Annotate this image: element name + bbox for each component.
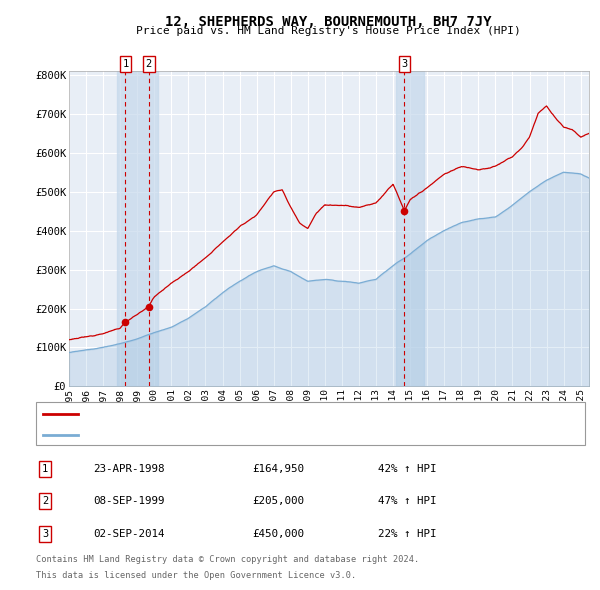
Text: £164,950: £164,950 — [252, 464, 304, 474]
Text: 08-SEP-1999: 08-SEP-1999 — [93, 496, 164, 506]
Text: This data is licensed under the Open Government Licence v3.0.: This data is licensed under the Open Gov… — [36, 571, 356, 580]
Text: 3: 3 — [42, 529, 48, 539]
Text: Price paid vs. HM Land Registry's House Price Index (HPI): Price paid vs. HM Land Registry's House … — [136, 26, 521, 36]
Text: 2: 2 — [146, 59, 152, 69]
Text: 2: 2 — [42, 496, 48, 506]
Text: Contains HM Land Registry data © Crown copyright and database right 2024.: Contains HM Land Registry data © Crown c… — [36, 555, 419, 563]
Text: 23-APR-1998: 23-APR-1998 — [93, 464, 164, 474]
Text: £450,000: £450,000 — [252, 529, 304, 539]
Bar — [397, 71, 424, 386]
Text: 3: 3 — [401, 59, 407, 69]
Text: 42% ↑ HPI: 42% ↑ HPI — [378, 464, 437, 474]
Text: HPI: Average price, detached house, Bournemouth Christchurch and Poole: HPI: Average price, detached house, Bour… — [84, 430, 504, 440]
Text: 12, SHEPHERDS WAY, BOURNEMOUTH, BH7 7JY (detached house): 12, SHEPHERDS WAY, BOURNEMOUTH, BH7 7JY … — [84, 409, 420, 419]
Text: 22% ↑ HPI: 22% ↑ HPI — [378, 529, 437, 539]
Text: 1: 1 — [42, 464, 48, 474]
Text: 02-SEP-2014: 02-SEP-2014 — [93, 529, 164, 539]
Text: £205,000: £205,000 — [252, 496, 304, 506]
Text: 12, SHEPHERDS WAY, BOURNEMOUTH, BH7 7JY: 12, SHEPHERDS WAY, BOURNEMOUTH, BH7 7JY — [166, 15, 492, 29]
Text: 1: 1 — [122, 59, 128, 69]
Bar — [117, 71, 158, 386]
Text: 47% ↑ HPI: 47% ↑ HPI — [378, 496, 437, 506]
